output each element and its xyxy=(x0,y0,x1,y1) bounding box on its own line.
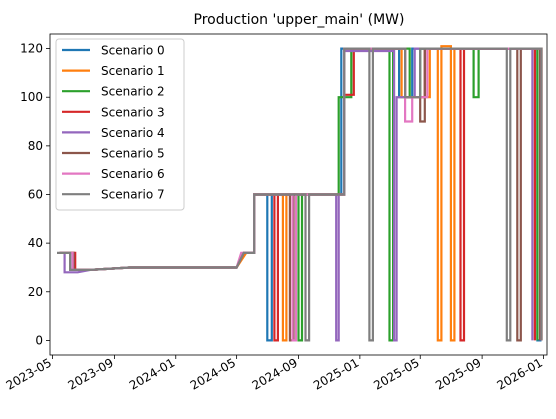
y-tick-label-1: 20 xyxy=(28,285,43,299)
y-axis: 0 20 40 60 80 100 120 xyxy=(20,42,50,347)
y-tick-label-2: 40 xyxy=(28,236,43,250)
legend-label-6: Scenario 6 xyxy=(101,167,165,181)
y-tick-label-3: 60 xyxy=(28,188,43,202)
legend-label-5: Scenario 5 xyxy=(101,147,165,161)
y-tick-label-4: 80 xyxy=(28,139,43,153)
legend-label-2: Scenario 2 xyxy=(101,85,165,99)
legend-label-4: Scenario 4 xyxy=(101,126,165,140)
legend-box xyxy=(55,38,185,211)
legend-label-1: Scenario 1 xyxy=(101,64,165,78)
y-tick-label-6: 120 xyxy=(20,42,43,56)
y-tick-label-0: 0 xyxy=(35,333,43,347)
chart-title: Production 'upper_main' (MW) xyxy=(194,12,405,28)
legend-label-0: Scenario 0 xyxy=(101,44,165,58)
legend: Scenario 0 Scenario 1 Scenario 2 Scenario 3… xyxy=(55,38,185,211)
series-layer xyxy=(57,45,543,342)
y-tick-label-5: 100 xyxy=(20,90,43,104)
legend-label-7: Scenario 7 xyxy=(101,188,165,202)
legend-label-3: Scenario 3 xyxy=(101,105,165,119)
series-line-7 xyxy=(57,47,543,342)
